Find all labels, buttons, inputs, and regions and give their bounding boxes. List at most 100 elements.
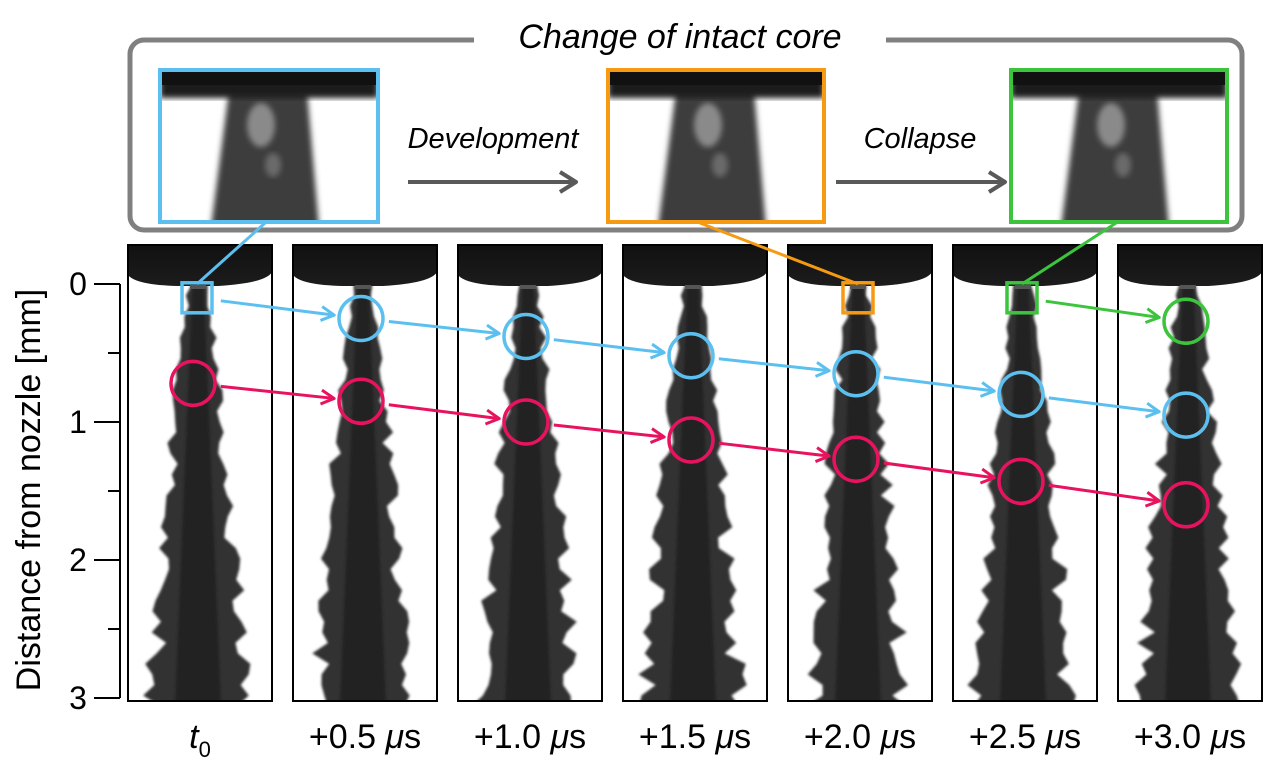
inset-2us bbox=[606, 68, 826, 224]
inset-border bbox=[158, 68, 380, 224]
tick-label: 3 bbox=[69, 680, 87, 716]
track-arrow bbox=[883, 375, 996, 398]
stage-label-collapse: Collapse bbox=[864, 123, 977, 155]
marker-circle bbox=[1162, 391, 1210, 439]
time-label-value: +1.0 bbox=[474, 718, 551, 756]
panel-border bbox=[787, 244, 933, 702]
track-arrow bbox=[553, 338, 666, 360]
y-axis: 0 1 2 3 Distance from nozzle [mm] bbox=[10, 266, 121, 716]
time-label-value: t bbox=[189, 718, 200, 756]
nozzle bbox=[293, 245, 437, 286]
time-label-value: +0.5 bbox=[309, 718, 386, 756]
tick-label: 2 bbox=[69, 542, 87, 578]
track-arrow bbox=[388, 403, 501, 426]
orange-marker bbox=[841, 281, 875, 315]
tracking-markers bbox=[169, 281, 1210, 529]
time-label-value: +2.5 bbox=[969, 718, 1046, 756]
time-label: +0.5 μs bbox=[309, 718, 421, 756]
marker-circle bbox=[997, 457, 1045, 506]
time-label-unit: μs bbox=[549, 718, 586, 756]
figure-title: Change of intact core bbox=[518, 18, 841, 56]
marker-circle bbox=[832, 349, 880, 398]
track-arrow bbox=[220, 299, 336, 322]
y-axis-ticks: 0 1 2 3 bbox=[69, 266, 120, 716]
marker-circle bbox=[1162, 481, 1210, 529]
time-label-unit: μs bbox=[714, 718, 751, 756]
tick-label: 1 bbox=[69, 404, 87, 440]
marker-circle bbox=[337, 377, 385, 426]
inset-2.5us bbox=[1009, 68, 1229, 224]
marker-circle bbox=[667, 416, 715, 464]
marker-square bbox=[180, 281, 214, 315]
tick-label: 0 bbox=[69, 266, 87, 302]
spray-image-panel bbox=[622, 244, 768, 702]
panel-border bbox=[622, 244, 768, 702]
nozzle bbox=[953, 245, 1097, 286]
inset-t0 bbox=[158, 68, 380, 224]
time-label: +3.0 μs bbox=[1134, 718, 1246, 756]
stage-label-development: Development bbox=[408, 123, 581, 155]
track-arrow bbox=[553, 423, 666, 444]
marker-circle bbox=[502, 312, 550, 361]
leader-line bbox=[699, 221, 859, 286]
marker-circle bbox=[169, 359, 217, 408]
spray-image-panel bbox=[292, 244, 438, 702]
inset-frame: Change of intact core bbox=[127, 18, 1245, 233]
nozzle bbox=[623, 245, 767, 286]
time-label: +1.5 μs bbox=[639, 718, 751, 756]
time-label-unit: μs bbox=[879, 718, 916, 756]
time-label-unit: μs bbox=[1044, 718, 1081, 756]
panel-border bbox=[292, 244, 438, 702]
y-axis-title: Distance from nozzle [mm] bbox=[10, 289, 48, 691]
marker-circle bbox=[502, 398, 550, 446]
marker-circle bbox=[667, 332, 715, 380]
arrow-right-icon bbox=[836, 170, 1007, 194]
stage-collapse: Collapse bbox=[836, 123, 1007, 194]
track-arrow bbox=[883, 461, 996, 485]
track-arrow bbox=[1045, 299, 1161, 324]
time-label: +1.0 μs bbox=[474, 718, 586, 756]
blue-track bbox=[180, 281, 1210, 439]
nozzle bbox=[128, 245, 272, 286]
marker-circle bbox=[337, 294, 385, 343]
stage-development: Development bbox=[408, 123, 581, 194]
time-label: +2.5 μs bbox=[969, 718, 1081, 756]
panel-border bbox=[127, 244, 273, 702]
track-arrow bbox=[1048, 483, 1161, 508]
leader-line bbox=[195, 221, 267, 286]
spray-image-panel bbox=[952, 244, 1098, 702]
inset-border bbox=[1009, 68, 1229, 224]
nozzle bbox=[458, 245, 602, 286]
green-track bbox=[1005, 281, 1210, 346]
time-label-value: +1.5 bbox=[639, 718, 716, 756]
time-label-subscript: 0 bbox=[199, 737, 211, 762]
nozzle bbox=[788, 245, 932, 286]
marker-circle bbox=[1162, 297, 1210, 346]
marker-square bbox=[1005, 281, 1039, 315]
image-panels bbox=[127, 244, 1263, 702]
insets bbox=[158, 68, 1229, 224]
time-label-unit: μs bbox=[1209, 718, 1246, 756]
leader-line bbox=[1021, 221, 1117, 286]
nozzle bbox=[1118, 245, 1262, 286]
spray-image-panel bbox=[127, 244, 273, 702]
spray-image-panel bbox=[1117, 244, 1263, 702]
track-arrow bbox=[718, 441, 831, 463]
marker-circle bbox=[832, 435, 880, 484]
marker-circle bbox=[997, 370, 1045, 419]
spray-image-panel bbox=[787, 244, 933, 702]
marker-square bbox=[841, 281, 875, 315]
time-label-unit: μs bbox=[384, 718, 421, 756]
spray-image-panel bbox=[457, 244, 603, 702]
track-arrow bbox=[220, 384, 336, 406]
time-label: t0 bbox=[189, 718, 211, 762]
panel-border bbox=[457, 244, 603, 702]
time-labels: t0 +0.5 μs +1.0 μs +1.5 μs +2.0 μs +2.5 μs +3.… bbox=[189, 718, 1246, 762]
pink-track bbox=[169, 359, 1210, 529]
title-gap bbox=[474, 20, 886, 56]
track-arrow bbox=[1048, 396, 1161, 419]
inset-border bbox=[606, 68, 826, 224]
time-label-value: +2.0 bbox=[804, 718, 881, 756]
time-label-value: +3.0 bbox=[1134, 718, 1211, 756]
